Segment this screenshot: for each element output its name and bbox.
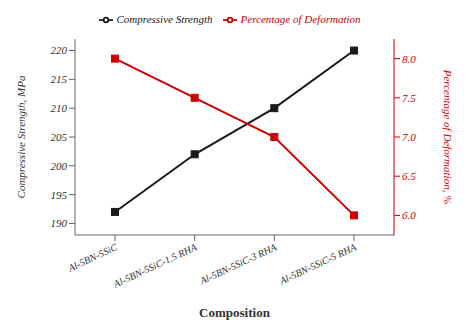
svg-text:210: 210 xyxy=(51,102,68,114)
html-text:Percentage of Deformation: Percentage of Deformation xyxy=(240,13,361,25)
svg-text:7.0: 7.0 xyxy=(402,131,416,143)
svg-text:Al-5BN-5SiC-1.5 RHA: Al-5BN-5SiC-1.5 RHA xyxy=(111,241,199,290)
svg-text:190: 190 xyxy=(51,217,68,229)
svg-text:195: 195 xyxy=(51,189,68,201)
svg-text:200: 200 xyxy=(51,160,68,172)
svg-text:205: 205 xyxy=(51,131,68,143)
svg-text:Al-5BN-5SiC-3 RHA: Al-5BN-5SiC-3 RHA xyxy=(197,241,279,287)
svg-text:Percentage of Deformation, %: Percentage of Deformation, % xyxy=(442,69,454,205)
svg-text:220: 220 xyxy=(51,44,68,56)
svg-text:Compressive Strength, MPa: Compressive Strength, MPa xyxy=(15,75,27,198)
svg-text:6.0: 6.0 xyxy=(402,209,416,221)
svg-text:215: 215 xyxy=(51,73,68,85)
svg-text:Al-5BN-5SiC-5 RHA: Al-5BN-5SiC-5 RHA xyxy=(277,241,359,287)
svg-text:6.5: 6.5 xyxy=(402,170,416,182)
svg-text:7.5: 7.5 xyxy=(402,92,416,104)
svg-text:Al-5BN-5SiC: Al-5BN-5SiC xyxy=(65,241,119,274)
html-text:Compressive Strength: Compressive Strength xyxy=(116,13,213,25)
svg-text:8.0: 8.0 xyxy=(402,53,416,65)
svg-text:Composition: Composition xyxy=(199,305,271,320)
